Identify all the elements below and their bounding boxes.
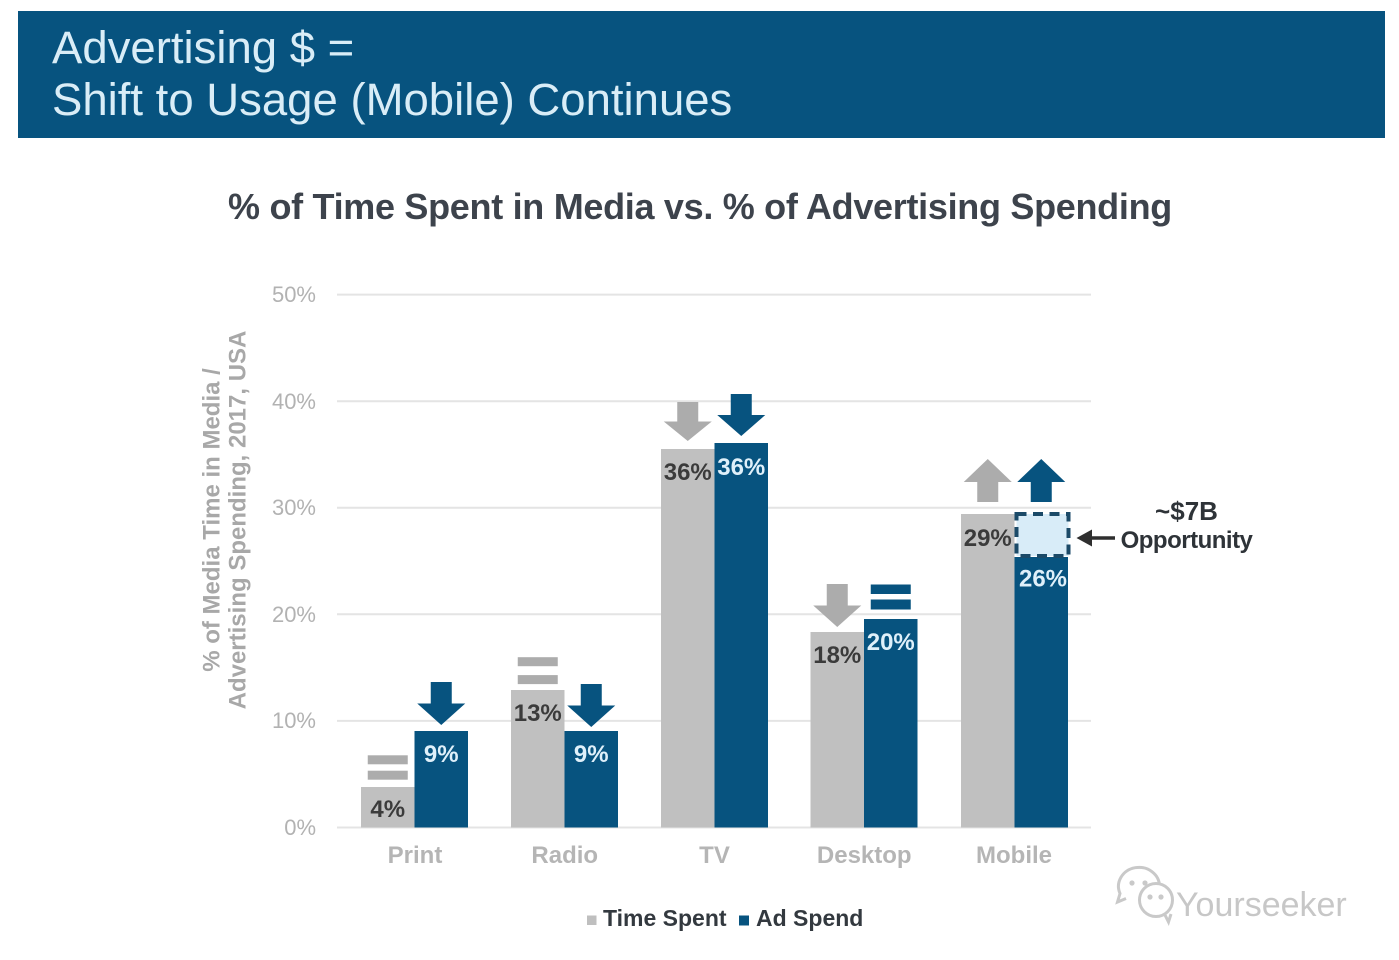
svg-text:Print: Print (388, 842, 443, 869)
svg-text:Advertising $ =: Advertising $ = (52, 22, 354, 73)
svg-text:Advertising Spending, 2017, US: Advertising Spending, 2017, USA (225, 331, 252, 710)
svg-text:~$7B: ~$7B (1155, 496, 1218, 526)
svg-text:Ad Spend: Ad Spend (756, 905, 863, 931)
svg-text:% of Time Spent in Media vs. %: % of Time Spent in Media vs. % of Advert… (228, 186, 1172, 227)
svg-text:9%: 9% (574, 741, 609, 768)
svg-text:9%: 9% (424, 741, 459, 768)
svg-text:Opportunity: Opportunity (1121, 527, 1254, 554)
svg-text:0%: 0% (284, 815, 316, 840)
svg-text:10%: 10% (272, 708, 316, 733)
svg-text:30%: 30% (272, 495, 316, 520)
svg-text:36%: 36% (717, 454, 765, 481)
svg-text:13%: 13% (514, 700, 562, 727)
svg-text:20%: 20% (272, 602, 316, 627)
svg-text:29%: 29% (964, 525, 1012, 552)
svg-text:Time Spent: Time Spent (603, 905, 727, 931)
svg-text:4%: 4% (370, 796, 405, 823)
svg-text:Yourseeker: Yourseeker (1176, 886, 1347, 924)
svg-text:Desktop: Desktop (817, 842, 912, 869)
svg-text:Mobile: Mobile (976, 842, 1052, 869)
svg-text:50%: 50% (272, 282, 316, 307)
svg-text:TV: TV (699, 842, 730, 869)
svg-text:% of Media Time in Media /: % of Media Time in Media / (199, 368, 226, 672)
svg-text:40%: 40% (272, 389, 316, 414)
svg-text:26%: 26% (1019, 566, 1067, 593)
svg-text:18%: 18% (813, 642, 861, 669)
svg-text:20%: 20% (867, 629, 915, 656)
svg-text:Radio: Radio (531, 842, 598, 869)
svg-text:Shift to Usage (Mobile) Contin: Shift to Usage (Mobile) Continues (52, 74, 732, 125)
svg-text:36%: 36% (664, 459, 712, 486)
